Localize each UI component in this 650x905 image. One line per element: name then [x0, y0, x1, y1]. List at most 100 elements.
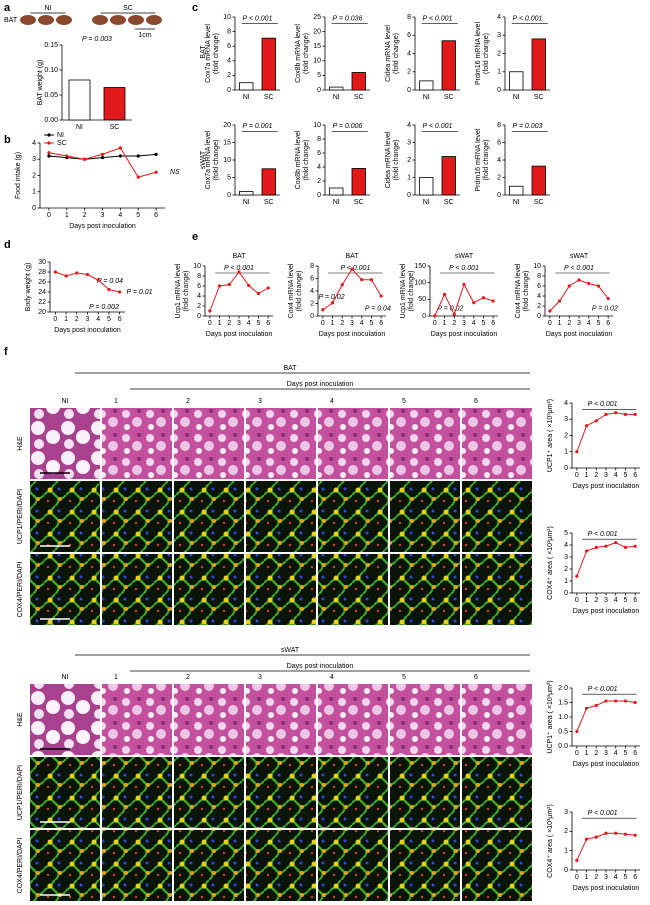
- y-tick-label: 4: [497, 14, 501, 21]
- header-label: Days post inoculation: [287, 381, 354, 388]
- point: [217, 284, 222, 288]
- point: [350, 267, 354, 271]
- y-tick-label: 30: [38, 259, 46, 266]
- x-tick-label: 2: [594, 472, 598, 479]
- micrograph: [102, 830, 172, 901]
- y-tick-label: 1: [564, 578, 568, 585]
- point: [321, 308, 325, 312]
- micrograph: [30, 408, 100, 479]
- column-label: 2: [186, 398, 190, 405]
- point: [614, 541, 618, 545]
- micrograph: [390, 830, 460, 901]
- x-tick-label: 5: [623, 750, 627, 757]
- point: [237, 270, 241, 274]
- y-tick-label: 1: [564, 449, 568, 456]
- point: [256, 291, 261, 296]
- x-tick-label: 1: [331, 320, 335, 327]
- point: [96, 278, 100, 282]
- point: [136, 154, 140, 158]
- y-tick-label: 0: [422, 313, 426, 320]
- point: [604, 544, 608, 548]
- column-label: 3: [258, 674, 262, 681]
- y-tick-label: 2: [497, 174, 501, 181]
- micrograph: [174, 408, 244, 479]
- panel-label: e: [192, 231, 198, 243]
- scale-label: 1cm: [138, 32, 151, 39]
- x-tick-label: 4: [587, 320, 591, 327]
- x-tick-label: 0: [575, 874, 579, 881]
- y-axis-label: Cidea mRNA level: [385, 25, 392, 82]
- micrograph: [462, 684, 532, 755]
- y-tick-label: 1.5: [558, 699, 568, 706]
- x-tick-label: SC: [354, 94, 364, 101]
- point: [633, 700, 637, 705]
- x-tick-label: 0: [208, 320, 212, 327]
- y-tick-label: 10: [223, 14, 231, 21]
- x-axis-label: Days post inoculation: [431, 331, 498, 338]
- column-label: 1: [114, 674, 118, 681]
- y-tick-label: 3: [32, 156, 36, 163]
- y-tick-label: 0.00: [44, 117, 58, 124]
- micrograph: [246, 684, 316, 755]
- point: [587, 281, 591, 286]
- y-tick-label: 3: [564, 809, 568, 816]
- micrograph: [462, 408, 532, 479]
- y-tick-label: 2: [197, 303, 201, 310]
- bar: [441, 40, 456, 91]
- row-label: COX4/PERI/DAPI: [17, 838, 24, 894]
- y-tick-label: 1: [407, 174, 411, 181]
- x-tick-label: 0: [47, 212, 51, 219]
- point: [208, 309, 212, 313]
- micrograph: [462, 757, 532, 828]
- point: [594, 703, 598, 708]
- point: [594, 419, 598, 423]
- y-tick-label: 26: [38, 279, 46, 286]
- x-tick-label: 3: [86, 316, 90, 323]
- y-tick-label: 4: [310, 288, 314, 295]
- x-axis-label: Days post inoculation: [573, 483, 640, 490]
- point: [633, 412, 637, 416]
- point: [623, 412, 628, 416]
- bar: [509, 71, 524, 91]
- bar: [509, 185, 524, 196]
- x-tick-label: 5: [623, 472, 627, 479]
- x-axis-label: Days post inoculation: [573, 885, 640, 892]
- y-tick-label: 0: [564, 867, 568, 874]
- y-tick-label: 2: [227, 72, 231, 79]
- y-axis-label: (fold change): [213, 33, 220, 74]
- micrograph: [318, 830, 388, 901]
- y-tick-label: 2: [564, 828, 568, 835]
- column-label: NI: [62, 674, 69, 681]
- row-label: BAT: [200, 45, 207, 59]
- x-tick-label: 5: [596, 320, 600, 327]
- x-tick-label: 0: [53, 316, 57, 323]
- chart-title: BAT: [232, 253, 246, 260]
- micrograph: [246, 830, 316, 901]
- y-tick-label: 3: [407, 139, 411, 146]
- row-label: UCP1/PERI/DAPI: [17, 765, 24, 820]
- bar: [68, 79, 91, 121]
- x-tick-label: 2: [452, 320, 456, 327]
- annotation: P < 0.001: [588, 686, 618, 693]
- point: [462, 282, 466, 286]
- point: [604, 831, 608, 835]
- annotation: NS: [170, 169, 180, 176]
- y-tick-label: 3: [497, 32, 501, 39]
- y-tick-label: 20: [313, 28, 321, 35]
- y-tick-label: 2: [564, 566, 568, 573]
- micrograph: [246, 757, 316, 828]
- micrograph: [318, 408, 388, 479]
- point: [614, 699, 618, 703]
- micrograph: [390, 408, 460, 479]
- x-tick-label: 3: [237, 320, 241, 327]
- x-axis-label: Days post inoculation: [573, 608, 640, 615]
- y-tick-label: 4: [317, 164, 321, 171]
- x-tick-label: 6: [633, 750, 637, 757]
- y-tick-label: 4: [227, 58, 231, 65]
- y-tick-label: 2.0: [558, 685, 568, 692]
- x-tick-label: 3: [604, 750, 608, 757]
- y-tick-label: 4: [197, 293, 201, 300]
- x-tick-label: 5: [481, 320, 485, 327]
- y-tick-label: 0: [537, 313, 541, 320]
